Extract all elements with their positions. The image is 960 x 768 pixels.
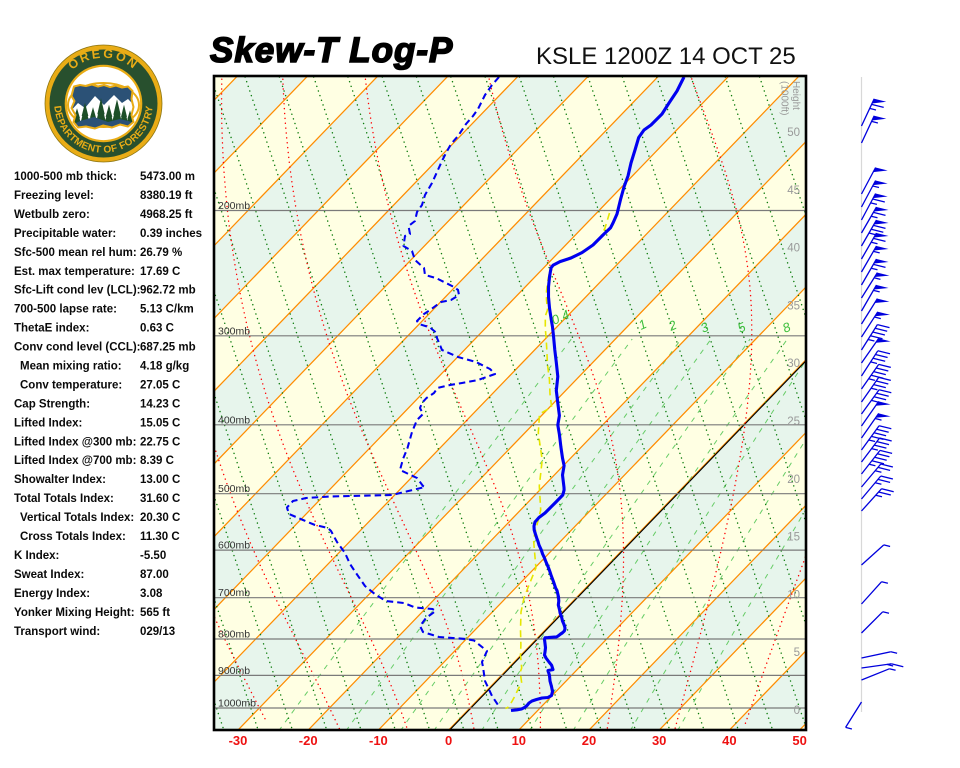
svg-text:Energy Index:: Energy Index:: [14, 588, 90, 600]
svg-text:Est. max temperature:: Est. max temperature:: [14, 266, 135, 278]
svg-text:40: 40: [722, 733, 736, 748]
svg-text:8.39 C: 8.39 C: [140, 455, 174, 467]
svg-text:-20: -20: [299, 733, 318, 748]
svg-text:5.13 C/km: 5.13 C/km: [140, 304, 194, 316]
svg-text:Yonker Mixing Height:: Yonker Mixing Height:: [14, 607, 135, 619]
svg-text:5: 5: [794, 647, 800, 659]
svg-text:35: 35: [787, 300, 800, 312]
svg-text:11.30 C: 11.30 C: [140, 531, 180, 543]
svg-text:0.63 C: 0.63 C: [140, 323, 174, 335]
svg-text:Sweat Index:: Sweat Index:: [14, 569, 84, 581]
svg-text:20: 20: [582, 733, 596, 748]
svg-text:029/13: 029/13: [140, 626, 175, 638]
svg-text:20: 20: [787, 474, 800, 486]
svg-text:30: 30: [787, 358, 800, 370]
svg-text:3.08: 3.08: [140, 588, 163, 600]
svg-text:0.39 inches: 0.39 inches: [140, 228, 202, 240]
svg-text:500mb: 500mb: [218, 483, 250, 495]
svg-text:Showalter Index:: Showalter Index:: [14, 474, 106, 486]
svg-text:Freezing level:: Freezing level:: [14, 190, 94, 202]
svg-text:87.00: 87.00: [140, 569, 169, 581]
svg-text:Precipitable water:: Precipitable water:: [14, 228, 116, 240]
svg-text:200mb: 200mb: [218, 200, 250, 212]
svg-text:Height: Height: [790, 81, 801, 110]
svg-text:Lifted Index @300 mb:: Lifted Index @300 mb:: [14, 436, 136, 448]
svg-text:Lifted Index @700 mb:: Lifted Index @700 mb:: [14, 455, 136, 467]
svg-text:13.00 C: 13.00 C: [140, 474, 180, 486]
svg-text:Transport wind:: Transport wind:: [14, 626, 100, 638]
svg-text:0.4: 0.4: [549, 307, 572, 328]
svg-text:27.05 C: 27.05 C: [140, 379, 180, 391]
svg-text:Sfc-500 mean rel hum:: Sfc-500 mean rel hum:: [14, 247, 137, 259]
svg-text:687.25 mb: 687.25 mb: [140, 342, 196, 354]
svg-text:Sfc-Lift cond lev (LCL):: Sfc-Lift cond lev (LCL):: [14, 285, 141, 297]
svg-text:0: 0: [445, 733, 452, 748]
svg-text:22.75 C: 22.75 C: [140, 436, 180, 448]
svg-text:30: 30: [652, 733, 666, 748]
svg-text:700-500 lapse rate:: 700-500 lapse rate:: [14, 304, 117, 316]
svg-text:14.23 C: 14.23 C: [140, 398, 180, 410]
svg-text:Cap Strength:: Cap Strength:: [14, 398, 90, 410]
svg-text:17.69 C: 17.69 C: [140, 266, 180, 278]
svg-text:Wetbulb zero:: Wetbulb zero:: [14, 209, 90, 221]
svg-text:Mean mixing ratio:: Mean mixing ratio:: [20, 361, 122, 373]
svg-text:Conv cond level (CCL):: Conv cond level (CCL):: [14, 342, 141, 354]
svg-text:600mb: 600mb: [218, 540, 250, 552]
svg-text:20.30 C: 20.30 C: [140, 512, 180, 524]
svg-text:8380.19 ft: 8380.19 ft: [140, 190, 193, 202]
svg-text:10: 10: [512, 733, 526, 748]
svg-text:Cross Totals Index:: Cross Totals Index:: [20, 531, 126, 543]
svg-text:-5.50: -5.50: [140, 550, 166, 562]
svg-text:K Index:: K Index:: [14, 550, 59, 562]
svg-text:962.72 mb: 962.72 mb: [140, 285, 196, 297]
svg-text:50: 50: [792, 733, 806, 748]
svg-text:-30: -30: [229, 733, 248, 748]
svg-text:10: 10: [787, 589, 800, 601]
svg-text:Conv temperature:: Conv temperature:: [20, 379, 122, 391]
svg-text:ThetaE index:: ThetaE index:: [14, 323, 89, 335]
svg-text:26.79 %: 26.79 %: [140, 247, 182, 259]
svg-text:15.05 C: 15.05 C: [140, 417, 180, 429]
svg-text:1000mb: 1000mb: [218, 698, 256, 710]
svg-text:900mb: 900mb: [218, 665, 250, 677]
svg-text:565 ft: 565 ft: [140, 607, 170, 619]
svg-text:0: 0: [794, 705, 800, 717]
svg-text:Vertical Totals Index:: Vertical Totals Index:: [20, 512, 134, 524]
svg-text:45: 45: [787, 185, 800, 197]
svg-text:Total Totals Index:: Total Totals Index:: [14, 493, 114, 505]
svg-text:4.18 g/kg: 4.18 g/kg: [140, 361, 189, 373]
svg-text:31.60 C: 31.60 C: [140, 493, 180, 505]
svg-text:KSLE 1200Z 14 OCT 25: KSLE 1200Z 14 OCT 25: [536, 43, 796, 70]
svg-text:Lifted Index:: Lifted Index:: [14, 417, 82, 429]
svg-text:300mb: 300mb: [218, 325, 250, 337]
svg-text:15: 15: [787, 532, 800, 544]
svg-text:1000-500 mb thick:: 1000-500 mb thick:: [14, 171, 117, 183]
svg-text:-10: -10: [369, 733, 388, 748]
svg-text:400mb: 400mb: [218, 414, 250, 426]
svg-text:40: 40: [787, 243, 800, 255]
svg-text:Skew-T Log-P: Skew-T Log-P: [210, 31, 453, 70]
svg-text:5473.00 m: 5473.00 m: [140, 171, 195, 183]
svg-text:800mb: 800mb: [218, 629, 250, 641]
svg-text:4968.25 ft: 4968.25 ft: [140, 209, 193, 221]
svg-text:50: 50: [787, 127, 800, 139]
svg-text:(1000ft): (1000ft): [779, 81, 790, 115]
svg-text:700mb: 700mb: [218, 587, 250, 599]
svg-text:25: 25: [787, 416, 800, 428]
